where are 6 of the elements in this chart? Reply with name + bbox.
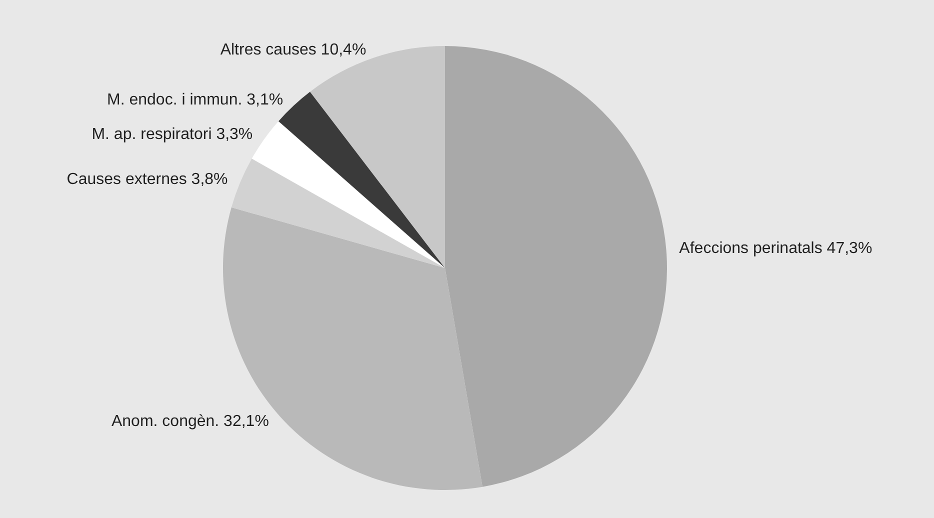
slice-label: Anom. congèn. 32,1% bbox=[111, 413, 269, 430]
slice-label: M. endoc. i immun. 3,1% bbox=[107, 91, 284, 108]
slice-label: Causes externes 3,8% bbox=[66, 170, 228, 188]
slice-label: Afeccions perinatals 47,3% bbox=[679, 240, 872, 258]
slice-label: M. ap. respiratori 3,3% bbox=[92, 126, 253, 144]
slice-label: Altres causes 10,4% bbox=[220, 42, 366, 59]
